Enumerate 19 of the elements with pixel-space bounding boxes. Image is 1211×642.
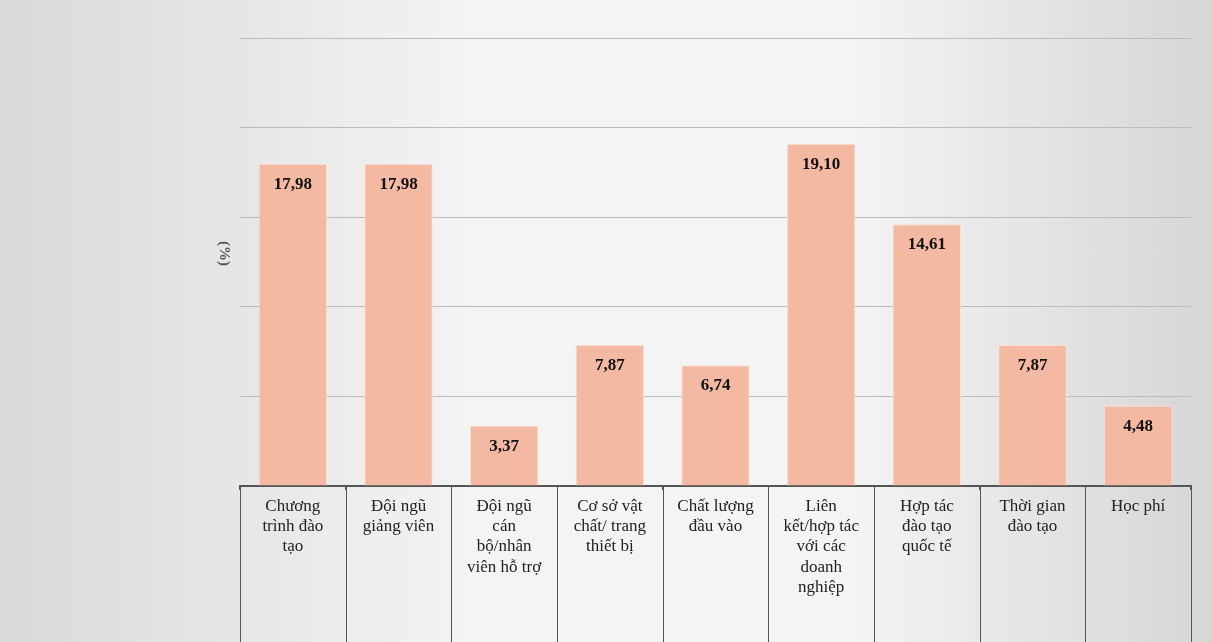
x-tick-label: Thời gian đào tạo: [999, 495, 1067, 536]
data-label: 7,87: [594, 354, 626, 374]
x-tick-label: Cơ sở vật chất/ trang thiết bị: [573, 495, 647, 556]
data-label: 17,98: [379, 173, 418, 193]
x-tick-label: Chất lượng đầu vào: [677, 495, 755, 536]
x-tick-label: Đội ngũ cán bộ/nhân viên hỗ trợ: [467, 495, 543, 576]
y-axis-title: (%): [216, 241, 233, 266]
x-tick-label: Đội ngũ giảng viên: [362, 495, 435, 536]
data-label: 3,37: [489, 435, 520, 455]
data-label: 7,87: [1017, 354, 1048, 374]
x-tick-label: Liên kết/hợp tác với các doanh nghiệp: [783, 495, 860, 597]
data-label: 6,74: [700, 375, 731, 395]
x-tick-label: Chương trình đào tạo: [262, 495, 324, 556]
x-tick-label: Học phí: [1111, 495, 1166, 515]
data-label: 17,98: [273, 173, 312, 193]
data-label: 4,48: [1123, 415, 1154, 435]
data-label: 19,10: [802, 153, 841, 173]
x-tick-label: Hợp tác đào tạo quốc tế: [899, 495, 955, 556]
data-label: 14,61: [907, 234, 946, 254]
